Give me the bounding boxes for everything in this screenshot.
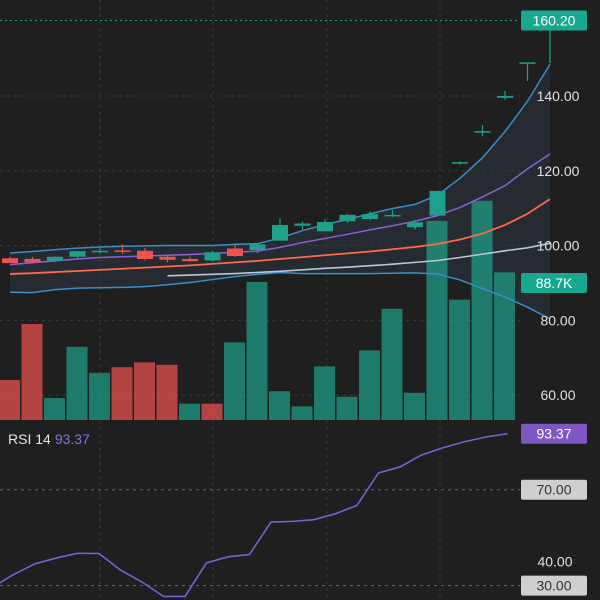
volume-bar	[381, 308, 403, 420]
candle-body	[47, 256, 63, 261]
indicator-lines	[9, 63, 551, 320]
volume-bar	[89, 372, 110, 420]
candle-body	[2, 258, 18, 264]
rsi-level-badge-text: 70.00	[536, 482, 571, 498]
price-tick-label: 120.00	[537, 163, 580, 179]
candle-body	[452, 162, 468, 164]
price-tick-label: 80.00	[540, 312, 575, 328]
candle-body	[24, 259, 41, 263]
volume-bar	[314, 366, 335, 420]
volume-bar	[269, 391, 290, 420]
volume-bar	[66, 346, 88, 420]
rsi-level-badge-bg	[521, 479, 587, 500]
candle-body	[294, 223, 311, 226]
candle-body	[249, 244, 266, 251]
rsi-level-badge: 70.00	[521, 479, 587, 500]
price-axis[interactable]: 140.00120.00100.0080.0060.0040.0020.0016…	[521, 10, 587, 600]
candles	[2, 19, 558, 264]
volume-bar	[21, 324, 43, 420]
volume-bar	[156, 364, 178, 420]
candle-body	[114, 250, 131, 252]
rsi-panel	[0, 432, 520, 598]
volume-bars	[0, 200, 515, 420]
price-tick-label: 60.00	[540, 387, 575, 403]
volume-bar	[336, 396, 358, 420]
volume-bar	[201, 403, 223, 420]
volume-bar	[494, 272, 515, 420]
volume-bar	[246, 282, 268, 420]
volume-bar	[426, 220, 448, 420]
rsi-line	[0, 432, 508, 598]
rsi-value-badge-text: 93.37	[536, 426, 571, 442]
rsi-level-badge-text: 30.00	[536, 578, 571, 594]
last-price-badge: 160.20	[521, 10, 587, 31]
candle-body	[497, 95, 513, 98]
ma-slow-line	[167, 242, 551, 277]
rsi-tick-label: 40.00	[537, 554, 572, 570]
rsi-legend[interactable]: RSI 14 93.37	[8, 431, 90, 447]
rsi-legend-value: 93.37	[54, 431, 90, 447]
volume-bar	[404, 392, 425, 420]
candle-body	[182, 259, 198, 262]
candle-body	[272, 224, 288, 241]
last-price-badge-text: 160.20	[533, 12, 576, 28]
volume-bar	[224, 342, 245, 420]
band-lower-line	[9, 271, 551, 320]
volume-bar	[179, 403, 200, 420]
candle-body	[429, 190, 446, 216]
candle-body	[362, 214, 378, 219]
candle-body	[137, 250, 153, 259]
band-middle-line	[9, 153, 551, 266]
candle-body	[69, 251, 86, 257]
rsi-value-badge-bg	[521, 423, 587, 444]
price-tick-label: 100.00	[537, 238, 580, 254]
volume-bar	[359, 350, 380, 420]
rsi-level-badge-bg	[521, 575, 587, 596]
volume-badge-bg	[521, 273, 587, 293]
volume-bar	[291, 406, 313, 420]
last-price-badge-bg	[521, 10, 587, 31]
volume-badge-text: 88.7K	[536, 275, 573, 291]
candle-body	[317, 221, 333, 232]
candle-body	[92, 250, 108, 253]
rsi-title: RSI 14	[8, 431, 51, 447]
volume-bar	[0, 380, 20, 420]
candle-body	[339, 214, 356, 222]
ma-fast-line	[9, 198, 551, 275]
rsi-value-badge: 93.37	[521, 423, 587, 444]
volume-bar	[44, 398, 65, 420]
candle-body	[474, 131, 491, 133]
candle-body	[384, 214, 401, 217]
volume-bar	[449, 299, 470, 420]
volume-badge: 88.7K	[521, 273, 587, 293]
candle-body	[227, 248, 243, 257]
candle-body	[159, 256, 176, 260]
volume-bar	[134, 362, 155, 420]
rsi-level-badge: 30.00	[521, 575, 587, 596]
price-tick-label: 140.00	[537, 88, 580, 104]
volume-bar	[111, 367, 133, 420]
candle-body	[519, 62, 536, 64]
candle-body	[407, 222, 423, 228]
candle-body	[204, 252, 221, 261]
